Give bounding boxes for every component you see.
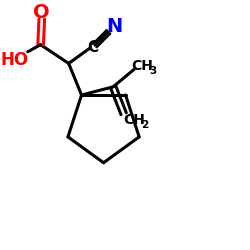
Text: 3: 3	[150, 66, 157, 76]
Text: N: N	[106, 17, 122, 36]
Text: 2: 2	[142, 120, 149, 130]
Text: C: C	[87, 40, 98, 54]
Text: CH: CH	[132, 60, 153, 74]
Text: CH: CH	[123, 113, 145, 127]
Text: HO: HO	[1, 51, 29, 69]
Text: O: O	[34, 3, 50, 22]
